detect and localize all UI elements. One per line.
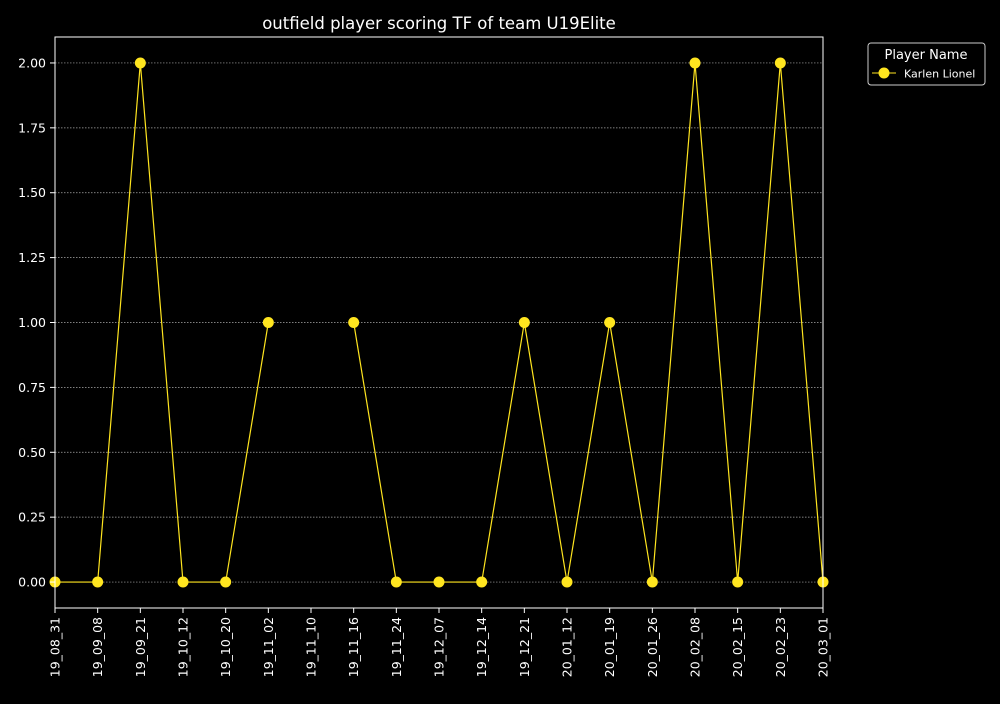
x-tick-label: 19_12_14 — [474, 617, 489, 677]
x-tick-label: 19_11_10 — [304, 617, 319, 677]
data-point — [646, 576, 658, 588]
series-line — [353, 62, 824, 583]
legend-series-marker — [878, 67, 890, 79]
y-tick-label: 2.00 — [18, 55, 46, 70]
data-point — [689, 57, 701, 69]
y-tick-label: 0.75 — [18, 380, 46, 395]
x-tick-label: 20_03_01 — [816, 617, 831, 677]
data-point — [348, 317, 360, 328]
legend-series-label: Karlen Lionel — [904, 68, 975, 81]
data-point — [262, 317, 274, 328]
legend: Player Name Karlen Lionel — [867, 42, 986, 86]
data-point — [433, 576, 445, 588]
y-tick-label: 1.25 — [18, 250, 46, 265]
x-tick-label: 19_10_20 — [218, 617, 233, 677]
y-tick-label: 1.75 — [18, 120, 46, 135]
x-tick-label: 19_09_21 — [133, 617, 148, 677]
data-point — [390, 576, 402, 588]
axes: 0.00 0.25 0.50 0.75 1.00 1.25 1.50 1.75 2.00 19_0… — [18, 36, 831, 677]
y-tick-label: 0.00 — [18, 575, 46, 590]
plot-frame — [54, 36, 824, 609]
series-line — [55, 62, 269, 583]
grid-lines — [55, 62, 823, 583]
y-tick-label: 1.00 — [18, 315, 46, 330]
x-tick-label: 19_12_21 — [517, 617, 532, 677]
x-tick-label: 19_08_31 — [48, 617, 63, 677]
data-point — [518, 317, 530, 328]
data-point — [220, 576, 232, 588]
x-tick-label: 20_02_23 — [773, 617, 788, 677]
data-point — [177, 576, 189, 588]
x-tick-label: 20_01_12 — [560, 617, 575, 677]
x-tick-label: 19_11_02 — [261, 617, 276, 677]
x-tick-label: 19_11_24 — [389, 617, 404, 677]
x-tick-label: 19_09_08 — [90, 617, 105, 677]
data-point — [604, 317, 616, 328]
legend-box — [867, 42, 986, 86]
data-point — [561, 576, 573, 588]
data-point — [476, 576, 488, 588]
series-layer — [49, 57, 829, 588]
data-point — [134, 57, 146, 69]
x-tick-label: 19_10_12 — [176, 617, 191, 677]
x-tick-label: 20_02_08 — [688, 617, 703, 677]
x-tick-label: 19_11_16 — [346, 617, 361, 677]
chart-title: outfield player scoring TF of team U19El… — [262, 14, 616, 33]
y-tick-label: 0.25 — [18, 510, 46, 525]
data-point — [732, 576, 744, 588]
x-tick-label: 20_01_19 — [602, 617, 617, 677]
legend-title: Player Name — [885, 48, 968, 63]
x-tick-label: 20_02_15 — [730, 617, 745, 677]
y-tick-label: 1.50 — [18, 185, 46, 200]
data-point — [774, 57, 786, 69]
x-tick-label: 19_12_07 — [432, 617, 447, 677]
data-point — [92, 576, 104, 588]
x-tick-label: 20_01_26 — [645, 617, 660, 677]
y-tick-label: 0.50 — [18, 445, 46, 460]
